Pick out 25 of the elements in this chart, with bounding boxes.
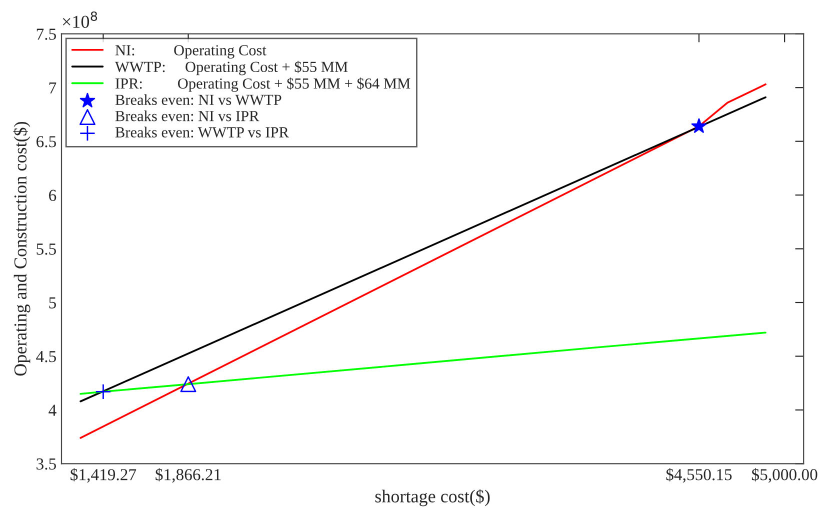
legend-label: NI: Operating Cost	[115, 45, 266, 59]
legend-label: Breaks even: NI vs WWTP	[115, 94, 282, 106]
x-tick-label: $1,419.27	[70, 468, 136, 483]
line-series	[80, 332, 766, 395]
y-axis-title: Operating and Construction cost($)	[13, 122, 30, 376]
x-tick-label: $4,550.15	[666, 468, 732, 483]
x-tick-label: $5,000.00	[752, 468, 818, 483]
y-tick-label: 3.5	[36, 458, 56, 470]
legend-label: IPR: Operating Cost + $55 MM + $64 MM	[116, 77, 410, 92]
y-tick-label: 7.5	[36, 28, 56, 40]
text: ×10$^{8}$	[62, 11, 98, 28]
point	[180, 376, 196, 392]
y-tick-label: 4.5	[36, 351, 56, 362]
x-tick-label: $1,866.21	[156, 468, 221, 483]
y-tick-label: 6	[49, 190, 56, 201]
x-axis-title: shortage cost($)	[375, 489, 490, 506]
legend-label: Breaks even: WWTP vs IPR	[115, 126, 289, 138]
point	[691, 118, 707, 133]
y-tick-label: 7	[49, 82, 56, 94]
y-tick-label: 4	[48, 404, 56, 416]
y-tick-label: 5.5	[36, 244, 56, 255]
y-tick-label: 6.5	[36, 136, 56, 148]
legend-label: WWTP: Operating Cost + $55 MM	[114, 60, 348, 76]
y-tick-label: 5	[49, 297, 56, 308]
legend-label: Breaks even: NI vs IPR	[115, 110, 260, 122]
